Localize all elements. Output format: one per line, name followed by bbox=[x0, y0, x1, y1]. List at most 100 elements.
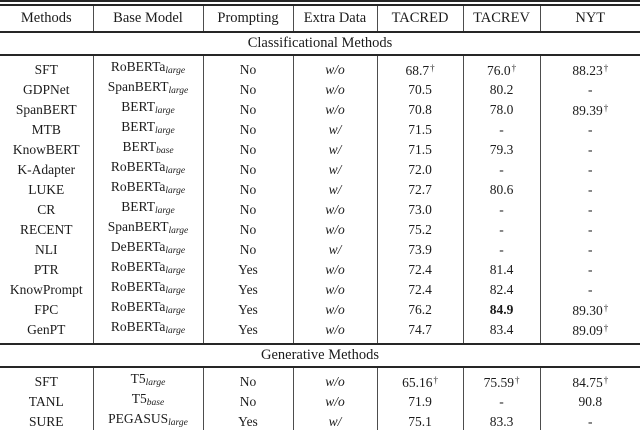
cell-nyt: - bbox=[588, 81, 593, 97]
cell-base-model: BERTlarge bbox=[93, 119, 204, 139]
cell-nyt: - bbox=[588, 121, 593, 137]
cell-methods: GDPNet bbox=[0, 79, 94, 99]
col-header-nyt: NYT bbox=[540, 3, 640, 33]
cell-prompting: No bbox=[203, 79, 294, 99]
cell-tacrev: 84.9 bbox=[463, 299, 541, 319]
cell-base-model: RoBERTalarge bbox=[93, 159, 204, 179]
model-size-subscript: large bbox=[168, 86, 189, 96]
dagger-footnote-marker: † bbox=[603, 102, 609, 113]
table-row: SpanBERT BERTlarge No w/o 70.8 78.0 89.39† bbox=[0, 99, 640, 119]
cell-extra-data: w/o bbox=[293, 279, 378, 299]
cell-tacred: 70.8 bbox=[377, 99, 464, 119]
table-row: KnowPrompt RoBERTalarge Yes w/o 72.4 82.4 - bbox=[0, 279, 640, 299]
cell-methods: MTB bbox=[0, 119, 94, 139]
section-rows: SFT T5large No w/o 65.16† 75.59† 84.75† TANL T5b… bbox=[0, 367, 640, 430]
cell-prompting: No bbox=[203, 199, 294, 219]
cell-methods: TANL bbox=[0, 391, 94, 411]
cell-nyt: - bbox=[588, 141, 593, 157]
cell-base-model: DeBERTalarge bbox=[93, 239, 204, 259]
cell-nyt: 84.75† bbox=[572, 374, 609, 390]
cell-nyt: - bbox=[588, 201, 593, 217]
cell-prompting: Yes bbox=[203, 279, 294, 299]
cell-extra-data: w/o bbox=[293, 391, 378, 411]
cell-extra-data: w/ bbox=[293, 179, 378, 199]
cell-methods: SURE bbox=[0, 411, 94, 430]
cell-extra-data: w/o bbox=[293, 299, 378, 319]
model-size-subscript: large bbox=[165, 166, 186, 176]
cell-extra-data: w/o bbox=[293, 199, 378, 219]
cell-nyt: - bbox=[588, 161, 593, 177]
model-size-subscript: base bbox=[156, 146, 174, 156]
cell-tacred: 65.16† bbox=[377, 367, 464, 391]
cell-nyt: - bbox=[588, 261, 593, 277]
cell-tacrev: 79.3 bbox=[463, 139, 541, 159]
table-row: MTB BERTlarge No w/71.5- - bbox=[0, 119, 640, 139]
cell-tacrev: - bbox=[463, 159, 541, 179]
cell-extra-data: w/o bbox=[293, 259, 378, 279]
col-header-tacred: TACRED bbox=[377, 3, 464, 33]
cell-tacrev: - bbox=[463, 219, 541, 239]
table-row: NLI DeBERTalarge No w/73.9- - bbox=[0, 239, 640, 259]
col-header-extra-data: Extra Data bbox=[293, 3, 378, 33]
dagger-footnote-marker: † bbox=[603, 62, 609, 73]
cell-tacred: 71.5 bbox=[377, 119, 464, 139]
cell-nyt: 89.39† bbox=[572, 102, 609, 118]
cell-methods: SFT bbox=[0, 55, 94, 79]
model-size-subscript: large bbox=[165, 286, 186, 296]
col-header-tacrev: TACREV bbox=[463, 3, 541, 33]
cell-prompting: Yes bbox=[203, 299, 294, 319]
model-size-subscript: large bbox=[155, 206, 175, 216]
cell-methods: SpanBERT bbox=[0, 99, 94, 119]
dagger-footnote-marker: † bbox=[430, 62, 435, 73]
cell-nyt: 88.23† bbox=[572, 62, 609, 78]
model-size-subscript: base bbox=[146, 398, 165, 408]
cell-prompting: No bbox=[203, 179, 294, 199]
cell-tacred: 75.2 bbox=[377, 219, 464, 239]
cell-tacred: 73.0 bbox=[377, 199, 464, 219]
cell-nyt: 90.8 bbox=[578, 393, 603, 409]
cell-base-model: T5large bbox=[93, 367, 204, 391]
table-row: SFT T5large No w/o 65.16† 75.59† 84.75† bbox=[0, 367, 640, 391]
col-header-methods: Methods bbox=[0, 3, 94, 33]
cell-tacrev: - bbox=[463, 199, 541, 219]
cell-extra-data: w/ bbox=[293, 411, 378, 430]
model-size-subscript: large bbox=[165, 66, 186, 76]
model-size-subscript: large bbox=[165, 326, 186, 336]
cell-methods: PTR bbox=[0, 259, 94, 279]
section-title-row: Classificational Methods bbox=[0, 31, 640, 56]
cell-tacred: 70.5 bbox=[377, 79, 464, 99]
cell-tacrev: 80.6 bbox=[463, 179, 541, 199]
section-rows: SFT RoBERTalarge No w/o 68.7† 76.0† 88.23† GDPN… bbox=[0, 55, 640, 344]
cell-base-model: RoBERTalarge bbox=[93, 179, 204, 199]
dagger-footnote-marker: † bbox=[603, 322, 609, 333]
cell-tacred: 72.7 bbox=[377, 179, 464, 199]
cell-methods: CR bbox=[0, 199, 94, 219]
cell-prompting: Yes bbox=[203, 259, 294, 279]
cell-base-model: RoBERTalarge bbox=[93, 299, 204, 319]
cell-nyt: 89.09† bbox=[572, 322, 609, 338]
cell-base-model: RoBERTalarge bbox=[93, 259, 204, 279]
col-header-base-model: Base Model bbox=[93, 3, 204, 33]
cell-base-model: BERTlarge bbox=[93, 199, 204, 219]
cell-tacrev: 81.4 bbox=[463, 259, 541, 279]
cell-nyt: - bbox=[588, 281, 593, 297]
section-title-body: Generative Methods bbox=[0, 343, 640, 368]
table-row: FPC RoBERTalarge Yes w/o 76.2 84.9 89.30† bbox=[0, 299, 640, 319]
cell-extra-data: w/o bbox=[293, 219, 378, 239]
cell-extra-data: w/ bbox=[293, 159, 378, 179]
table-row: KnowBERT BERTbase No w/71.5 79.3 - bbox=[0, 139, 640, 159]
cell-nyt: - bbox=[588, 241, 593, 257]
cell-base-model: RoBERTalarge bbox=[93, 55, 204, 79]
cell-extra-data: w/ bbox=[293, 119, 378, 139]
cell-nyt: - bbox=[588, 181, 593, 197]
cell-prompting: No bbox=[203, 99, 294, 119]
model-size-subscript: large bbox=[155, 126, 175, 136]
cell-extra-data: w/o bbox=[293, 55, 378, 79]
cell-tacrev: - bbox=[463, 391, 541, 411]
cell-prompting: No bbox=[203, 159, 294, 179]
cell-prompting: Yes bbox=[203, 319, 294, 344]
model-size-subscript: large bbox=[165, 306, 186, 316]
cell-prompting: Yes bbox=[203, 411, 294, 430]
cell-methods: KnowBERT bbox=[0, 139, 94, 159]
